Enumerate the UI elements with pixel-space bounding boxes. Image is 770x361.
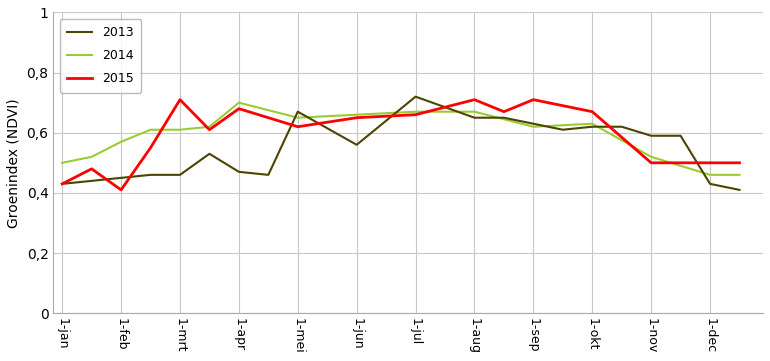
2013: [588, 125, 597, 129]
2014: [146, 127, 156, 132]
2013: [146, 173, 156, 177]
2013: [352, 143, 361, 147]
2015: [411, 113, 420, 117]
2015: [146, 145, 156, 150]
2013: [263, 173, 273, 177]
2015: [529, 97, 538, 102]
Line: 2015: 2015: [62, 100, 739, 190]
2013: [558, 127, 567, 132]
Y-axis label: Groenindex (NDVI): Groenindex (NDVI): [7, 98, 21, 228]
2015: [176, 97, 185, 102]
2014: [293, 116, 303, 120]
2014: [58, 161, 67, 165]
2013: [647, 134, 656, 138]
2013: [87, 179, 96, 183]
2013: [205, 152, 214, 156]
2015: [293, 125, 303, 129]
2013: [234, 170, 243, 174]
2014: [470, 109, 479, 114]
2015: [116, 188, 126, 192]
2014: [116, 140, 126, 144]
2015: [647, 161, 656, 165]
2014: [87, 155, 96, 159]
2013: [470, 116, 479, 120]
2013: [293, 109, 303, 114]
2015: [87, 167, 96, 171]
2014: [234, 100, 243, 105]
2013: [58, 182, 67, 186]
2015: [58, 182, 67, 186]
2015: [234, 106, 243, 111]
2013: [735, 188, 744, 192]
2013: [705, 182, 715, 186]
2014: [352, 113, 361, 117]
2015: [470, 97, 479, 102]
Line: 2014: 2014: [62, 103, 739, 175]
2015: [735, 161, 744, 165]
2015: [352, 116, 361, 120]
2014: [529, 125, 538, 129]
2014: [647, 155, 656, 159]
2013: [676, 134, 685, 138]
2013: [617, 125, 626, 129]
2014: [176, 127, 185, 132]
2013: [529, 122, 538, 126]
2015: [499, 109, 508, 114]
2015: [705, 161, 715, 165]
2014: [588, 122, 597, 126]
2013: [411, 95, 420, 99]
2013: [176, 173, 185, 177]
2015: [205, 127, 214, 132]
2013: [499, 116, 508, 120]
2014: [735, 173, 744, 177]
2014: [705, 173, 715, 177]
2014: [205, 125, 214, 129]
Legend: 2013, 2014, 2015: 2013, 2014, 2015: [59, 19, 142, 93]
2015: [588, 109, 597, 114]
2013: [116, 176, 126, 180]
2014: [411, 109, 420, 114]
Line: 2013: 2013: [62, 97, 739, 190]
